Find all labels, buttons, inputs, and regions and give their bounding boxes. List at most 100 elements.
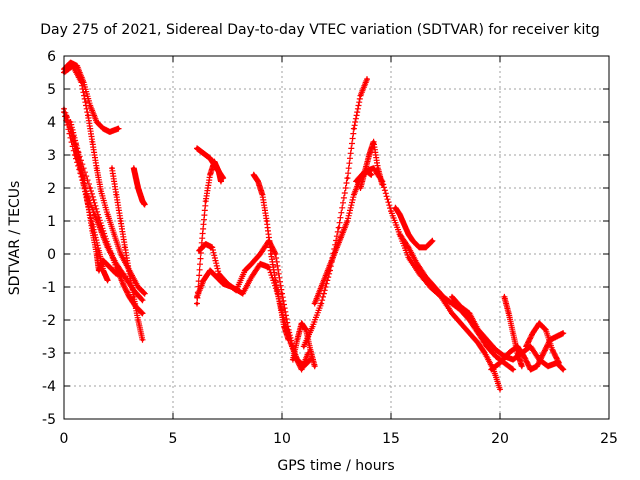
data-point (101, 259, 105, 263)
data-point (494, 354, 498, 358)
y-tick-label: 0 (47, 247, 56, 263)
data-point (215, 275, 219, 279)
data-point (380, 179, 384, 183)
data-point (286, 338, 291, 342)
data-point (450, 311, 454, 315)
data-point (97, 216, 101, 220)
data-point (114, 272, 118, 276)
data-point (502, 295, 506, 299)
y-tick-label: 1 (47, 214, 56, 230)
data-point (132, 295, 136, 299)
data-point (269, 252, 273, 256)
data-point (291, 358, 295, 362)
data-point (119, 252, 123, 256)
data-point (398, 232, 402, 236)
data-point (86, 202, 90, 207)
data-point (515, 351, 520, 355)
data-point (433, 285, 437, 289)
data-point (101, 127, 105, 131)
data-point (459, 321, 463, 325)
x-tick-label: 0 (60, 431, 69, 447)
data-point (498, 387, 502, 391)
data-point (313, 364, 317, 368)
data-point (278, 301, 282, 306)
data-point (217, 272, 221, 276)
data-point (546, 364, 550, 368)
data-point (234, 288, 238, 292)
data-point (406, 255, 411, 259)
series-arc13 (250, 171, 292, 343)
data-point (365, 77, 369, 81)
data-point (101, 268, 105, 273)
data-point (95, 120, 99, 124)
data-point (68, 120, 73, 124)
data-point (249, 275, 254, 279)
data-point (561, 367, 565, 372)
data-point (300, 367, 304, 372)
data-point (406, 232, 411, 236)
data-point (476, 341, 480, 345)
data-point (140, 298, 145, 302)
data-point (528, 367, 533, 372)
data-point (295, 338, 299, 342)
data-point (265, 219, 269, 223)
data-point (345, 219, 349, 223)
data-point (106, 245, 110, 249)
data-point (86, 113, 90, 117)
data-point (212, 163, 217, 167)
data-point (210, 245, 214, 249)
data-point (300, 321, 304, 325)
data-point (123, 245, 127, 249)
data-point (106, 278, 110, 282)
data-point (225, 282, 230, 286)
data-point (398, 212, 402, 216)
data-point (557, 361, 561, 365)
x-tick-label: 10 (273, 431, 291, 447)
data-point (308, 348, 312, 352)
data-point (140, 199, 145, 203)
data-point (363, 169, 367, 174)
data-point (273, 278, 278, 282)
data-point (208, 268, 212, 273)
data-point (489, 367, 493, 372)
data-point (535, 364, 539, 368)
y-tick-label: -4 (42, 379, 56, 395)
data-series (61, 59, 567, 393)
y-tick-label: 5 (47, 82, 56, 98)
data-point (123, 275, 127, 279)
data-point (507, 351, 511, 355)
data-point (88, 103, 92, 108)
x-axis-label: GPS time / hours (277, 458, 394, 474)
data-point (195, 146, 199, 150)
data-point (75, 146, 79, 150)
data-point (393, 206, 397, 210)
data-point (132, 166, 136, 170)
data-point (143, 292, 147, 296)
data-point (97, 268, 101, 273)
series-arc19 (392, 204, 436, 251)
data-point (140, 311, 145, 315)
data-point (243, 268, 247, 273)
data-point (358, 94, 363, 98)
data-point (121, 272, 125, 276)
data-point (430, 239, 435, 243)
data-point (424, 275, 428, 279)
data-point (121, 282, 125, 286)
data-point (417, 245, 421, 249)
data-point (201, 278, 206, 282)
data-point (90, 229, 94, 233)
data-point (304, 328, 308, 332)
data-point (127, 295, 131, 299)
data-point (82, 176, 86, 180)
data-point (143, 202, 147, 207)
x-tick-label: 5 (169, 431, 178, 447)
data-point (369, 173, 373, 177)
data-point (256, 179, 260, 183)
data-point (511, 358, 515, 362)
data-point (459, 305, 463, 309)
data-point (119, 219, 123, 223)
data-point (306, 351, 310, 355)
data-point (99, 229, 103, 233)
data-point (208, 156, 212, 160)
data-point (64, 113, 68, 117)
